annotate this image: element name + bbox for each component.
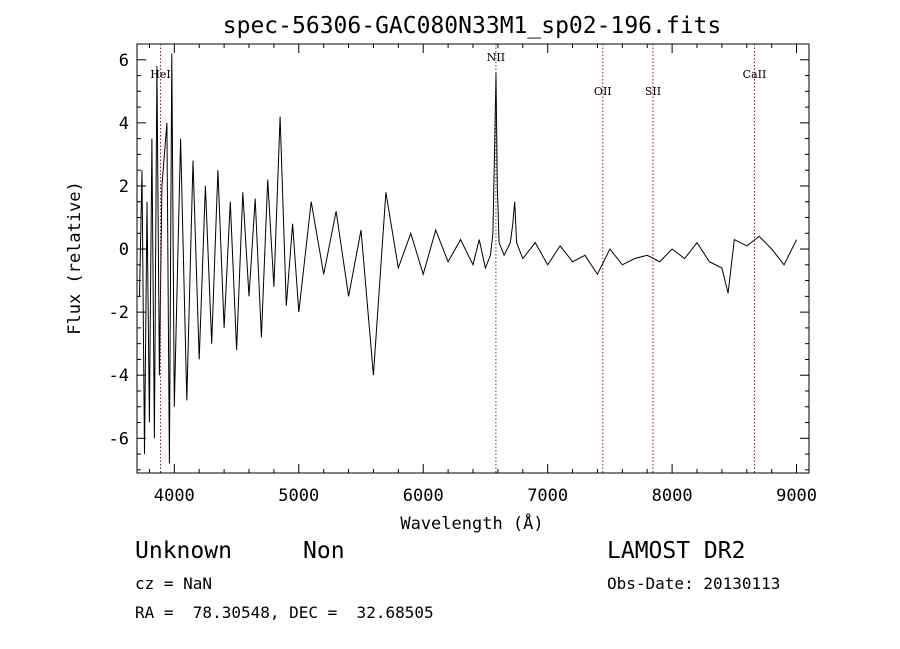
y-tick-label: 4 xyxy=(119,114,129,134)
redshift-cz: cz = NaN xyxy=(135,574,213,593)
line-markers: HeI NII OII SII CaII xyxy=(150,44,766,473)
y-tick-label: 0 xyxy=(119,240,129,260)
line-marker-label: HeI xyxy=(150,68,170,81)
x-tick-label: 9000 xyxy=(776,486,817,506)
line-marker-label: CaII xyxy=(743,68,767,81)
y-axis-label: Flux (relative) xyxy=(65,181,85,335)
spectrum-series-line xyxy=(139,53,798,464)
plot-area xyxy=(139,53,798,464)
x-tick-label: 5000 xyxy=(278,486,319,506)
x-tick-label: 4000 xyxy=(154,486,195,506)
x-tick-label: 6000 xyxy=(403,486,444,506)
chart-title: spec-56306-GAC080N33M1_sp02-196.fits xyxy=(223,13,722,39)
line-marker-label: NII xyxy=(487,51,505,64)
x-axis-label: Wavelength (Å) xyxy=(400,512,543,534)
line-marker-label: SII xyxy=(645,85,661,98)
obs-date: Obs-Date: 20130113 xyxy=(607,574,781,593)
plot-frame xyxy=(136,43,810,474)
x-axis: 4000 5000 6000 7000 8000 9000 xyxy=(148,44,817,506)
y-tick-label: -4 xyxy=(109,366,129,386)
ra-dec-coords: RA = 78.30548, DEC = 32.68505 xyxy=(135,603,434,622)
y-tick-label: -2 xyxy=(109,303,129,323)
x-tick-label: 8000 xyxy=(652,486,693,506)
object-class: Unknown xyxy=(135,538,232,564)
survey-name: LAMOST DR2 xyxy=(607,538,746,564)
object-subclass: Non xyxy=(303,538,345,564)
y-tick-label: 2 xyxy=(119,177,129,197)
y-tick-label: 6 xyxy=(119,51,129,71)
y-tick-label: -6 xyxy=(109,429,129,449)
y-axis: -6 -4 -2 0 2 4 6 xyxy=(109,43,809,471)
line-marker-label: OII xyxy=(594,85,612,98)
x-tick-label: 7000 xyxy=(527,486,568,506)
